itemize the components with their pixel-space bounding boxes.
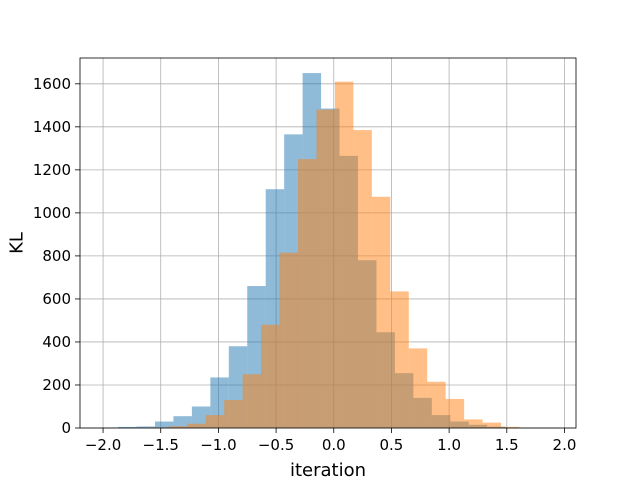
histogram-bars [99,73,562,429]
histogram-bar-series-2 [205,415,225,428]
y-tick-label: 0 [61,419,71,437]
axis-ticks: −2.0 −1.5 −1.0 −0.5 0.0 0.5 1.0 1.5 2.0 0 200 400 60… [33,75,577,454]
y-tick-label: 1200 [33,161,71,179]
histogram-bar-series-2 [482,422,502,428]
x-tick-label: −1.5 [143,436,179,454]
histogram-bar-series-2 [464,419,483,428]
histogram-bar-series-2 [353,130,372,428]
histogram-bar-series-1 [118,426,137,428]
histogram-bar-series-1 [173,416,192,428]
histogram-bar-series-2 [501,426,520,428]
histogram-bar-series-2 [298,159,317,428]
y-tick-label: 800 [42,247,71,265]
histogram-bar-series-2 [427,381,446,428]
histogram-bar-series-2 [390,291,409,428]
histogram-bar-series-2 [334,81,354,429]
y-tick-label: 200 [42,376,71,394]
histogram-bar-series-2 [408,348,428,428]
histogram-bar-series-1 [191,406,211,428]
histogram-bar-series-2 [261,324,280,428]
x-tick-label: −0.5 [258,436,294,454]
histogram-bar-series-2 [168,426,188,428]
x-tick-label: 0.5 [380,436,404,454]
x-tick-label: −1.0 [200,436,236,454]
y-tick-label: 1000 [33,204,71,222]
histogram-bar-series-2 [224,400,243,428]
histogram-bar-series-2 [316,109,335,429]
histogram-bar-series-2 [279,252,299,428]
histogram-bar-series-1 [154,421,174,428]
histogram-bar-series-2 [445,398,465,428]
x-tick-label: 1.5 [495,436,519,454]
x-tick-label: −2.0 [85,436,121,454]
x-tick-label: 2.0 [553,436,577,454]
y-tick-label: 1400 [33,118,71,136]
histogram-bar-series-1 [136,426,155,428]
y-tick-label: 1600 [33,75,71,93]
x-tick-label: 0.0 [322,436,346,454]
x-axis-label: iteration [290,460,366,480]
histogram-bar-series-2 [371,196,391,428]
plot-frame [79,57,577,429]
y-axis-label: KL [7,232,28,254]
histogram-bar-series-2 [187,423,206,428]
histogram-bar-series-2 [242,374,262,428]
y-tick-label: 400 [42,333,71,351]
y-tick-label: 600 [42,290,71,308]
x-tick-label: 1.0 [437,436,461,454]
